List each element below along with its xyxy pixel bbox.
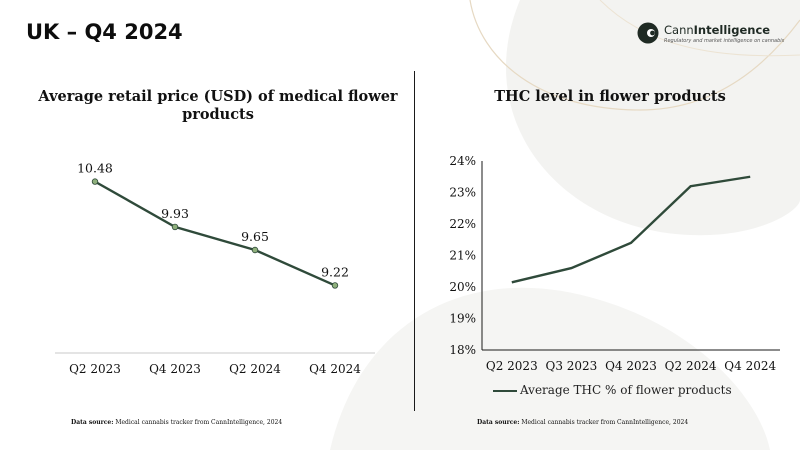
price-data-point <box>331 282 339 289</box>
logo-name-regular: Cann <box>664 23 694 37</box>
price-series-line <box>94 180 336 287</box>
thc-x-tick-label: Q2 2024 <box>665 359 717 373</box>
price-data-label: 9.65 <box>241 229 269 244</box>
logo-mark-icon <box>637 22 659 44</box>
price-data-point <box>91 178 99 185</box>
cannintelligence-logo: CannIntelligence Regulatory and market i… <box>637 22 797 52</box>
price-x-tick-label: Q4 2023 <box>149 362 201 376</box>
thc-chart-title: THC level in flower products <box>494 88 726 105</box>
thc-x-tick-label: Q3 2023 <box>545 359 597 373</box>
price-chart-title: Average retail price (USD) of medical fl… <box>38 88 398 123</box>
thc-x-tick-label: Q2 2023 <box>486 359 538 373</box>
price-data-point <box>171 223 179 231</box>
thc-y-tick-label: 24% <box>449 154 476 168</box>
thc-y-tick-label: 22% <box>449 217 476 231</box>
price-data-label: 9.22 <box>321 264 349 279</box>
logo-name-bold: Intelligence <box>693 23 771 37</box>
price-data-point <box>251 246 259 254</box>
page-title: UK – Q4 2024 <box>26 20 183 44</box>
data-source-text: Medical cannabis tracker from CannIntell… <box>115 419 283 426</box>
price-x-tick-label: Q2 2023 <box>69 362 121 376</box>
legend-label: Average THC % of flower products <box>520 383 732 397</box>
data-source-label: Data source: <box>71 419 114 426</box>
data-source-text: Medical cannabis tracker from CannIntell… <box>521 419 689 426</box>
logo-tagline: Regulatory and market intelligence on ca… <box>664 38 785 44</box>
thc-series-line <box>511 175 751 284</box>
logo-name: CannIntelligence <box>664 23 770 37</box>
thc-y-tick-label: 20% <box>449 280 476 294</box>
price-data-label: 9.93 <box>161 206 189 221</box>
legend-line-swatch <box>493 390 517 392</box>
thc-x-tick-label: Q4 2023 <box>605 359 657 373</box>
thc-y-tick-label: 18% <box>449 343 476 357</box>
data-source-left: Data source: Medical cannabis tracker fr… <box>71 419 282 426</box>
thc-y-tick-label: 21% <box>449 249 476 263</box>
data-source-right: Data source: Medical cannabis tracker fr… <box>477 419 688 426</box>
price-x-tick-label: Q4 2024 <box>309 362 361 376</box>
thc-y-tick-label: 19% <box>449 312 476 326</box>
data-source-label: Data source: <box>477 419 520 426</box>
price-x-tick-label: Q2 2024 <box>229 362 281 376</box>
price-data-label: 10.48 <box>77 161 113 176</box>
panel-divider <box>414 71 415 411</box>
thc-y-tick-label: 23% <box>449 186 476 200</box>
thc-x-tick-label: Q4 2024 <box>724 359 776 373</box>
